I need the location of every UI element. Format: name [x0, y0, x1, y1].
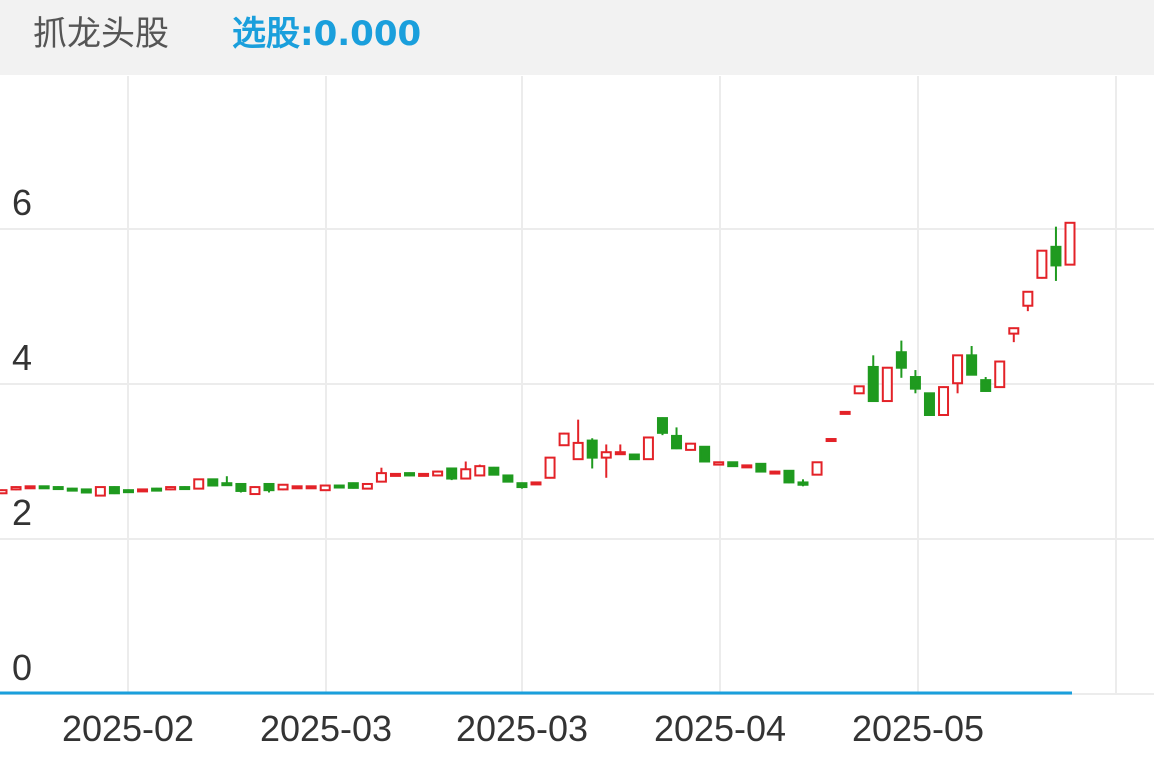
- candle-body: [165, 486, 177, 491]
- candle-body: [333, 484, 345, 489]
- candle-body: [853, 385, 865, 395]
- candle-body: [909, 376, 921, 390]
- candle-body: [923, 392, 935, 416]
- candle-body: [94, 486, 106, 497]
- candle-body: [460, 468, 472, 480]
- candle-body: [966, 354, 978, 376]
- candle-body: [600, 451, 612, 459]
- candle-body: [516, 482, 528, 489]
- candle-body: [586, 439, 598, 459]
- x-tick-label: 2025-03: [456, 708, 588, 749]
- candle-body: [263, 482, 275, 492]
- x-tick-label: 2025-03: [260, 708, 392, 749]
- candle-body: [193, 478, 205, 490]
- candle-body: [1050, 245, 1062, 267]
- candle-body: [994, 360, 1006, 389]
- candle-body: [783, 469, 795, 484]
- candle-body: [404, 472, 416, 477]
- candle-body: [797, 481, 809, 486]
- header: 抓龙头股 选股:0.000: [0, 0, 1154, 75]
- candle-body: [361, 482, 373, 490]
- candle-body: [137, 488, 149, 493]
- candle-body: [488, 466, 500, 476]
- candle-body: [277, 483, 289, 491]
- candle-body: [713, 461, 725, 466]
- candle-body: [614, 451, 626, 456]
- candle-body: [727, 461, 739, 468]
- candle-body: [179, 486, 191, 491]
- candle-body: [24, 485, 36, 490]
- y-tick-label: 2: [12, 492, 32, 533]
- candle-body: [825, 438, 837, 443]
- candle-body: [642, 436, 654, 461]
- title: 抓龙头股: [33, 14, 169, 54]
- candle-body: [319, 484, 331, 492]
- y-tick-label: 4: [12, 337, 32, 378]
- candle-body: [1064, 221, 1076, 266]
- candle-body: [10, 486, 22, 491]
- candle-body: [867, 365, 879, 403]
- candle-body: [80, 488, 92, 494]
- candle-body: [1022, 290, 1034, 307]
- candle-body: [502, 474, 514, 483]
- candle-body: [1036, 249, 1048, 279]
- candle-body: [446, 467, 458, 480]
- candle-body: [38, 485, 50, 490]
- candle-body: [881, 366, 893, 403]
- candle-body: [769, 470, 781, 475]
- candle-body: [207, 478, 219, 487]
- candle-body: [375, 472, 387, 483]
- candle-body: [66, 487, 78, 492]
- candle-body: [52, 486, 64, 491]
- candle-body: [530, 481, 542, 486]
- candle-body: [432, 470, 444, 477]
- candle-body: [108, 486, 120, 495]
- candle-body: [699, 445, 711, 463]
- candle-body: [249, 486, 261, 496]
- candle-body: [839, 410, 851, 415]
- candle-body: [741, 464, 753, 469]
- candle-body: [544, 456, 556, 479]
- candle-body: [980, 379, 992, 392]
- x-tick-label: 2025-05: [852, 708, 984, 749]
- candle-body: [656, 417, 668, 434]
- candle-body: [671, 434, 683, 450]
- candle-body: [122, 489, 134, 494]
- candle-body: [305, 485, 317, 490]
- candle-body: [0, 489, 8, 495]
- candle-body: [389, 472, 401, 477]
- candle-body: [474, 465, 486, 477]
- candle-body: [811, 461, 823, 476]
- candle-body: [347, 482, 359, 489]
- candle-body: [755, 462, 767, 473]
- candle-body: [235, 482, 247, 492]
- candle-body: [418, 472, 430, 477]
- x-tick-label: 2025-02: [62, 708, 194, 749]
- indicator: 选股:0.000: [232, 14, 422, 54]
- x-tick-label: 2025-04: [654, 708, 786, 749]
- candle-body: [1008, 327, 1020, 335]
- candle-body: [952, 354, 964, 385]
- candle-body: [628, 453, 640, 461]
- candle-body: [895, 351, 907, 369]
- candle-body: [151, 487, 163, 492]
- candle-body: [558, 432, 570, 447]
- candle-body: [291, 485, 303, 490]
- candle-body: [938, 386, 950, 417]
- candle-body: [685, 442, 697, 451]
- candle-body: [221, 482, 233, 487]
- y-tick-label: 6: [12, 182, 32, 223]
- y-tick-label: 0: [12, 647, 32, 688]
- candle-body: [572, 441, 584, 461]
